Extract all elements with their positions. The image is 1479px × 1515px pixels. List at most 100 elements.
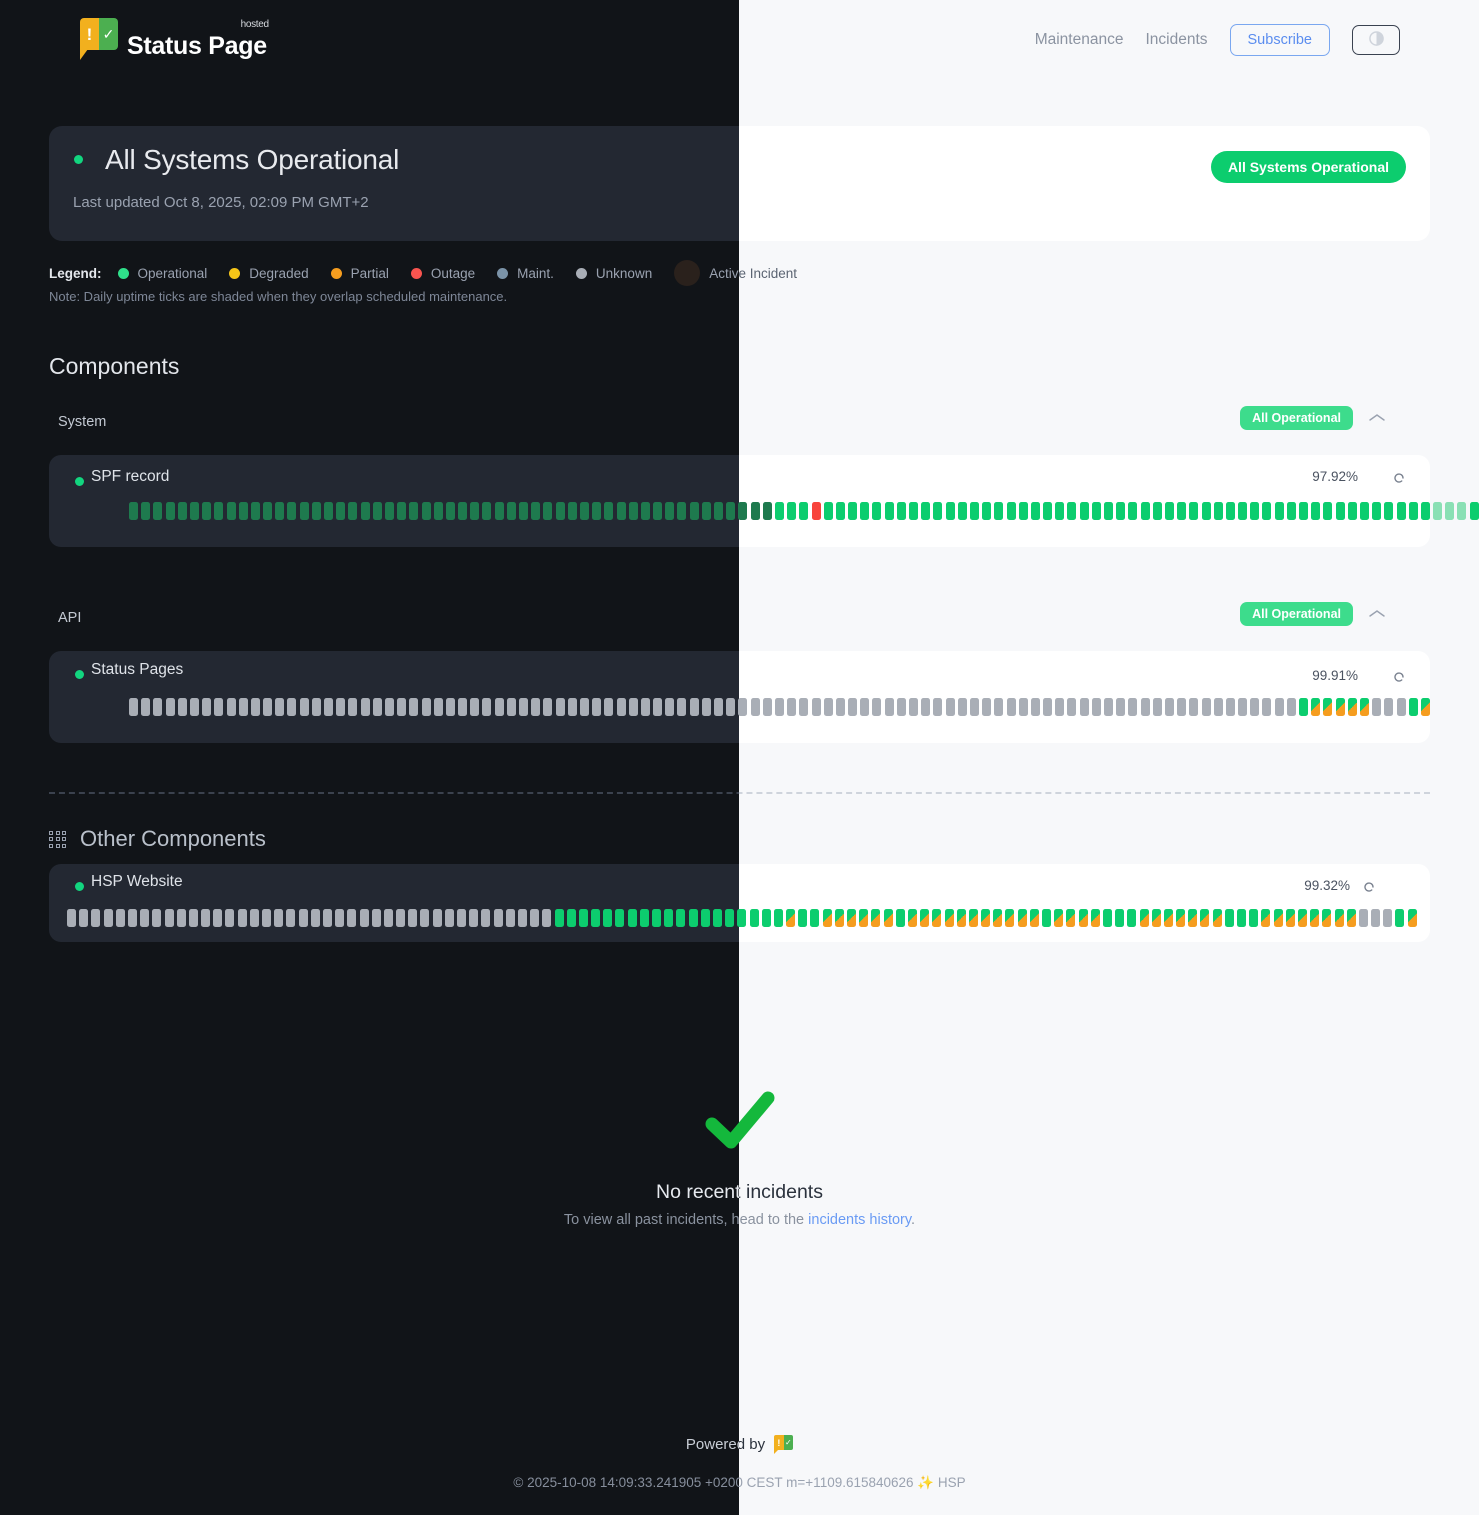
uptime-tick[interactable] xyxy=(726,698,736,716)
uptime-tick[interactable] xyxy=(1043,502,1053,520)
uptime-tick[interactable] xyxy=(225,909,235,927)
uptime-tick[interactable] xyxy=(909,502,918,520)
uptime-tick[interactable] xyxy=(1408,698,1418,716)
uptime-tick[interactable] xyxy=(933,698,943,716)
uptime-tick[interactable] xyxy=(482,502,492,520)
uptime-tick[interactable] xyxy=(1433,502,1443,520)
uptime-tick[interactable] xyxy=(457,909,466,927)
uptime-tick[interactable] xyxy=(1250,502,1260,520)
uptime-tick[interactable] xyxy=(1213,502,1223,520)
uptime-tick[interactable] xyxy=(129,502,138,520)
uptime-tick[interactable] xyxy=(811,502,821,520)
uptime-tick[interactable] xyxy=(1384,698,1394,716)
uptime-tick[interactable] xyxy=(310,909,320,927)
uptime-tick[interactable] xyxy=(616,698,626,716)
uptime-tick[interactable] xyxy=(628,698,638,716)
uptime-tick[interactable] xyxy=(67,909,76,927)
uptime-tick[interactable] xyxy=(458,698,468,716)
uptime-tick[interactable] xyxy=(371,909,381,927)
uptime-tick[interactable] xyxy=(835,502,845,520)
uptime-tick[interactable] xyxy=(1042,909,1051,927)
uptime-tick[interactable] xyxy=(653,502,663,520)
uptime-tick[interactable] xyxy=(530,909,540,927)
uptime-tick[interactable] xyxy=(1238,502,1248,520)
uptime-tick[interactable] xyxy=(1177,698,1187,716)
uptime-tick[interactable] xyxy=(872,698,882,716)
uptime-tick[interactable] xyxy=(263,502,273,520)
uptime-tick[interactable] xyxy=(1140,502,1150,520)
uptime-tick[interactable] xyxy=(1116,698,1126,716)
uptime-tick[interactable] xyxy=(165,502,175,520)
uptime-tick[interactable] xyxy=(907,909,917,927)
uptime-tick[interactable] xyxy=(153,698,163,716)
chevron-up-icon[interactable] xyxy=(1368,411,1386,423)
uptime-tick[interactable] xyxy=(774,698,784,716)
uptime-tick[interactable] xyxy=(1018,502,1028,520)
uptime-tick[interactable] xyxy=(848,502,858,520)
uptime-tick[interactable] xyxy=(1139,909,1149,927)
uptime-tick[interactable] xyxy=(896,698,906,716)
uptime-tick[interactable] xyxy=(982,502,992,520)
uptime-tick[interactable] xyxy=(263,698,273,716)
uptime-tick[interactable] xyxy=(787,698,797,716)
uptime-tick[interactable] xyxy=(494,502,504,520)
uptime-tick[interactable] xyxy=(677,698,687,716)
uptime-tick[interactable] xyxy=(1018,698,1028,716)
uptime-tick[interactable] xyxy=(1079,502,1089,520)
uptime-tick[interactable] xyxy=(714,698,723,716)
uptime-tick[interactable] xyxy=(1102,909,1112,927)
uptime-tick[interactable] xyxy=(1346,909,1356,927)
uptime-tick[interactable] xyxy=(1177,502,1187,520)
uptime-tick[interactable] xyxy=(1078,909,1088,927)
uptime-tick[interactable] xyxy=(834,909,844,927)
uptime-tick[interactable] xyxy=(1213,698,1223,716)
uptime-tick[interactable] xyxy=(1066,909,1076,927)
uptime-tick[interactable] xyxy=(322,909,332,927)
uptime-tick[interactable] xyxy=(1212,909,1222,927)
uptime-tick[interactable] xyxy=(177,502,187,520)
uptime-tick[interactable] xyxy=(994,502,1004,520)
subscribe-button[interactable]: Subscribe xyxy=(1229,24,1330,56)
uptime-tick[interactable] xyxy=(1372,698,1382,716)
uptime-tick[interactable] xyxy=(237,909,247,927)
uptime-tick[interactable] xyxy=(957,698,967,716)
uptime-tick[interactable] xyxy=(627,909,637,927)
uptime-tick[interactable] xyxy=(1030,698,1040,716)
uptime-tick[interactable] xyxy=(1200,909,1210,927)
uptime-tick[interactable] xyxy=(202,502,212,520)
uptime-tick[interactable] xyxy=(895,909,905,927)
uptime-tick[interactable] xyxy=(1347,502,1357,520)
uptime-tick[interactable] xyxy=(1201,698,1211,716)
uptime-tick[interactable] xyxy=(1091,502,1101,520)
uptime-tick[interactable] xyxy=(640,698,650,716)
uptime-tick[interactable] xyxy=(238,698,248,716)
uptime-tick[interactable] xyxy=(506,698,516,716)
uptime-tick[interactable] xyxy=(444,909,454,927)
uptime-tick[interactable] xyxy=(505,909,515,927)
uptime-tick[interactable] xyxy=(604,698,614,716)
uptime-tick[interactable] xyxy=(1322,909,1332,927)
uptime-tick[interactable] xyxy=(421,698,431,716)
uptime-tick[interactable] xyxy=(359,909,369,927)
uptime-tick[interactable] xyxy=(567,502,577,520)
uptime-tick[interactable] xyxy=(1140,698,1150,716)
uptime-tick[interactable] xyxy=(615,909,625,927)
uptime-tick[interactable] xyxy=(1323,698,1333,716)
uptime-tick[interactable] xyxy=(1469,502,1479,520)
uptime-tick[interactable] xyxy=(714,502,723,520)
uptime-tick[interactable] xyxy=(1299,698,1308,716)
uptime-tick[interactable] xyxy=(1079,698,1089,716)
uptime-tick[interactable] xyxy=(238,502,248,520)
uptime-tick[interactable] xyxy=(1334,909,1344,927)
uptime-tick[interactable] xyxy=(726,502,736,520)
uptime-tick[interactable] xyxy=(591,909,601,927)
uptime-tick[interactable] xyxy=(872,502,882,520)
uptime-tick[interactable] xyxy=(360,502,370,520)
uptime-tick[interactable] xyxy=(1311,502,1321,520)
uptime-tick[interactable] xyxy=(519,502,528,520)
uptime-tick[interactable] xyxy=(932,909,942,927)
uptime-tick[interactable] xyxy=(933,502,943,520)
uptime-tick[interactable] xyxy=(1152,698,1162,716)
uptime-tick[interactable] xyxy=(822,909,832,927)
uptime-tick[interactable] xyxy=(921,698,931,716)
